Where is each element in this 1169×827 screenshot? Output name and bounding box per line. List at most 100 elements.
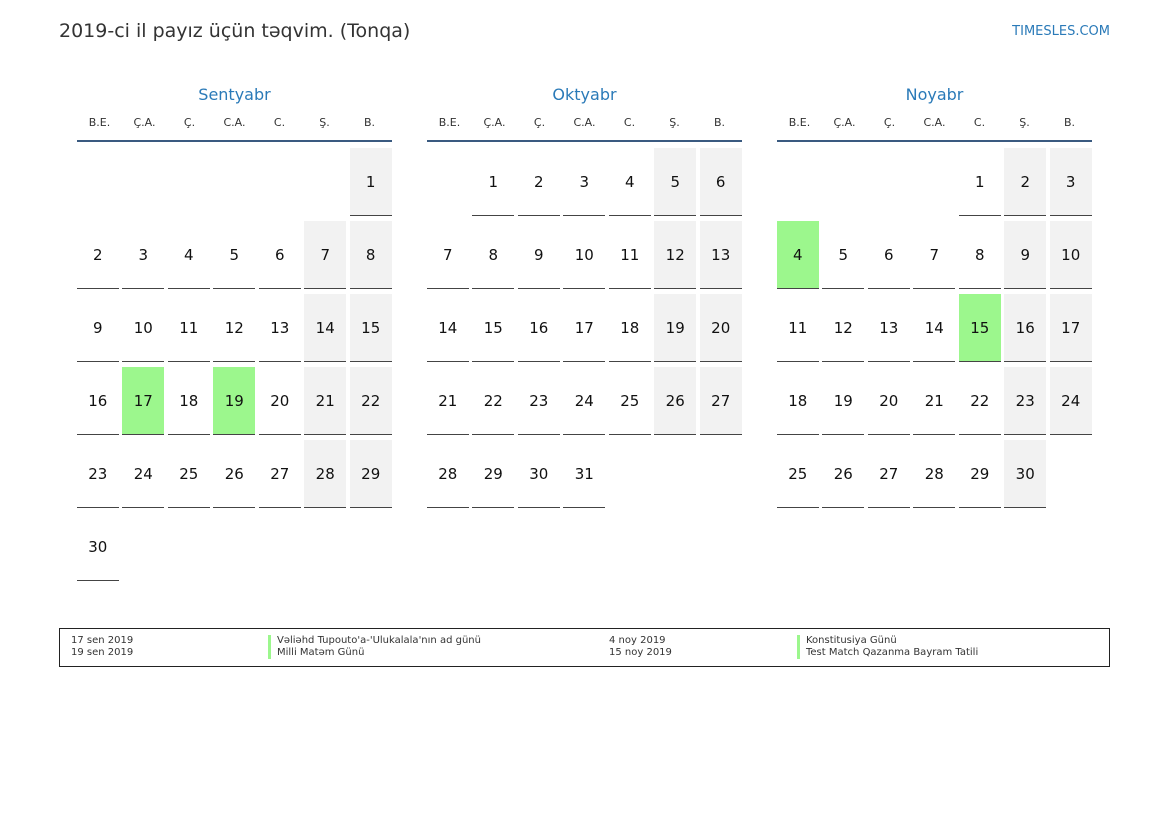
holiday-day-cell: 15 bbox=[958, 294, 1001, 362]
day-cell: 3 bbox=[563, 148, 606, 216]
weekday-label: B. bbox=[713, 116, 726, 129]
empty-cell bbox=[868, 148, 910, 216]
day-cell: 10 bbox=[122, 294, 165, 362]
weekday-label: C. bbox=[623, 116, 636, 129]
weekday-label: C.A. bbox=[573, 116, 596, 129]
day-cell: 27 bbox=[867, 440, 910, 508]
day-cell: 15 bbox=[472, 294, 515, 362]
month-title: Sentyabr bbox=[198, 85, 271, 104]
day-cell: 16 bbox=[1004, 294, 1047, 362]
day-cell: 3 bbox=[1049, 148, 1092, 216]
weekday-label: B.E. bbox=[438, 116, 461, 129]
day-cell: 4 bbox=[167, 221, 210, 289]
day-cell: 12 bbox=[822, 294, 865, 362]
day-cell: 2 bbox=[1004, 148, 1047, 216]
day-grid: 1 2 3 4 5 6 7 8 9 10 11 12 13 14 15 16 17 18 19 20 21 22 23 24 2… bbox=[777, 148, 1092, 508]
day-cell: 9 bbox=[517, 221, 560, 289]
legend-holiday-name: Konstitusiya Günü bbox=[797, 635, 897, 647]
empty-cell bbox=[777, 148, 819, 216]
weekday-label: Ç. bbox=[883, 116, 896, 129]
weekday-header: B.E. Ç.A. Ç. C.A. C. Ş. B. bbox=[77, 116, 392, 142]
weekday-label: C.A. bbox=[223, 116, 246, 129]
holiday-day-cell: 19 bbox=[213, 367, 256, 435]
legend-holiday-name: Milli Matəm Günü bbox=[268, 647, 364, 659]
weekday-label: B.E. bbox=[88, 116, 111, 129]
brand-link[interactable]: TIMESLES.COM bbox=[1012, 24, 1110, 39]
day-cell: 30 bbox=[1004, 440, 1047, 508]
day-cell: 25 bbox=[167, 440, 210, 508]
day-cell: 20 bbox=[258, 367, 301, 435]
day-cell: 6 bbox=[258, 221, 301, 289]
weekday-label: Ç.A. bbox=[833, 116, 856, 129]
day-cell: 8 bbox=[472, 221, 515, 289]
day-cell: 12 bbox=[213, 294, 256, 362]
legend-date: 4 noy 2019 bbox=[609, 635, 666, 646]
day-cell: 9 bbox=[1004, 221, 1047, 289]
day-cell: 10 bbox=[563, 221, 606, 289]
day-cell: 27 bbox=[699, 367, 742, 435]
day-cell: 7 bbox=[913, 221, 956, 289]
day-cell: 5 bbox=[822, 221, 865, 289]
day-cell: 20 bbox=[867, 367, 910, 435]
day-cell: 29 bbox=[958, 440, 1001, 508]
day-cell: 24 bbox=[1049, 367, 1092, 435]
day-cell: 27 bbox=[258, 440, 301, 508]
day-cell: 30 bbox=[77, 513, 119, 581]
day-cell: 19 bbox=[822, 367, 865, 435]
day-cell: 26 bbox=[213, 440, 256, 508]
day-cell: 22 bbox=[349, 367, 392, 435]
day-cell: 21 bbox=[913, 367, 956, 435]
day-cell: 11 bbox=[167, 294, 210, 362]
day-cell: 1 bbox=[349, 148, 392, 216]
legend-date: 17 sen 2019 bbox=[71, 635, 134, 646]
weekday-label: B.E. bbox=[788, 116, 811, 129]
day-cell: 28 bbox=[913, 440, 956, 508]
month-title: Noyabr bbox=[905, 85, 964, 104]
day-cell: 1 bbox=[958, 148, 1001, 216]
day-cell: 5 bbox=[654, 148, 697, 216]
day-cell: 24 bbox=[122, 440, 165, 508]
day-cell: 18 bbox=[608, 294, 651, 362]
day-cell: 13 bbox=[699, 221, 742, 289]
day-cell: 3 bbox=[122, 221, 165, 289]
day-cell: 22 bbox=[472, 367, 515, 435]
day-cell: 1 bbox=[472, 148, 515, 216]
day-cell: 2 bbox=[517, 148, 560, 216]
legend-date: 19 sen 2019 bbox=[71, 647, 134, 658]
day-cell: 13 bbox=[258, 294, 301, 362]
day-cell: 16 bbox=[77, 367, 119, 435]
legend-date: 15 noy 2019 bbox=[609, 647, 672, 658]
empty-cell bbox=[259, 148, 301, 216]
day-cell: 21 bbox=[304, 367, 347, 435]
weekday-label: B. bbox=[1063, 116, 1076, 129]
legend-holiday-name: Vəliəhd Tupouto'a-'Ulukalala'nın ad günü bbox=[268, 635, 481, 647]
day-cell: 6 bbox=[699, 148, 742, 216]
day-cell: 14 bbox=[913, 294, 956, 362]
day-cell: 5 bbox=[213, 221, 256, 289]
empty-cell bbox=[77, 148, 119, 216]
day-cell: 10 bbox=[1049, 221, 1092, 289]
day-cell: 25 bbox=[777, 440, 819, 508]
day-cell: 8 bbox=[958, 221, 1001, 289]
day-cell: 4 bbox=[608, 148, 651, 216]
weekday-label: Ç. bbox=[183, 116, 196, 129]
day-cell: 22 bbox=[958, 367, 1001, 435]
day-cell: 23 bbox=[1004, 367, 1047, 435]
weekday-label: Ş. bbox=[1019, 116, 1030, 129]
day-cell: 20 bbox=[699, 294, 742, 362]
day-cell: 31 bbox=[563, 440, 606, 508]
day-cell: 18 bbox=[777, 367, 819, 435]
holiday-legend: 17 sen 2019 Vəliəhd Tupouto'a-'Ulukalala… bbox=[59, 628, 1110, 667]
day-cell: 12 bbox=[654, 221, 697, 289]
weekday-label: Ş. bbox=[669, 116, 680, 129]
page-title: 2019-ci il payız üçün təqvim. (Tonqa) bbox=[59, 20, 411, 42]
day-grid: 1 2 3 4 5 6 7 8 9 10 11 12 13 14 15 16 17 18 19 20 21 22 23 24 2… bbox=[77, 148, 392, 581]
day-cell: 17 bbox=[1049, 294, 1092, 362]
empty-cell bbox=[304, 148, 346, 216]
day-cell: 8 bbox=[349, 221, 392, 289]
day-cell: 11 bbox=[777, 294, 819, 362]
day-cell: 29 bbox=[349, 440, 392, 508]
